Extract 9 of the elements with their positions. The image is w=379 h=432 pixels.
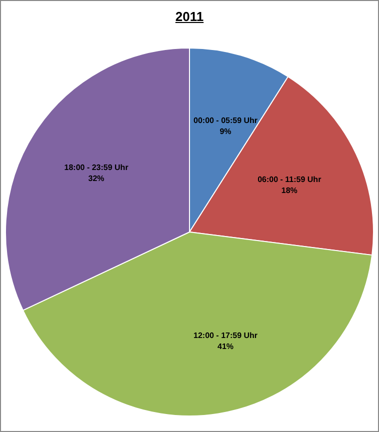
slice-label: 06:00 - 11:59 Uhr — [258, 175, 322, 184]
data-label: 32% — [88, 174, 104, 184]
data-label: 18% — [281, 186, 298, 196]
slice-label: 12:00 - 17:59 Uhr — [194, 331, 258, 340]
data-label: 41% — [218, 342, 234, 352]
slice-label: 18:00 - 23:59 Uhr — [64, 163, 128, 172]
chart-title: 2011 — [174, 9, 205, 24]
slice-label: 00:00 - 05:59 Uhr — [194, 116, 258, 126]
data-label: 9% — [220, 127, 232, 136]
